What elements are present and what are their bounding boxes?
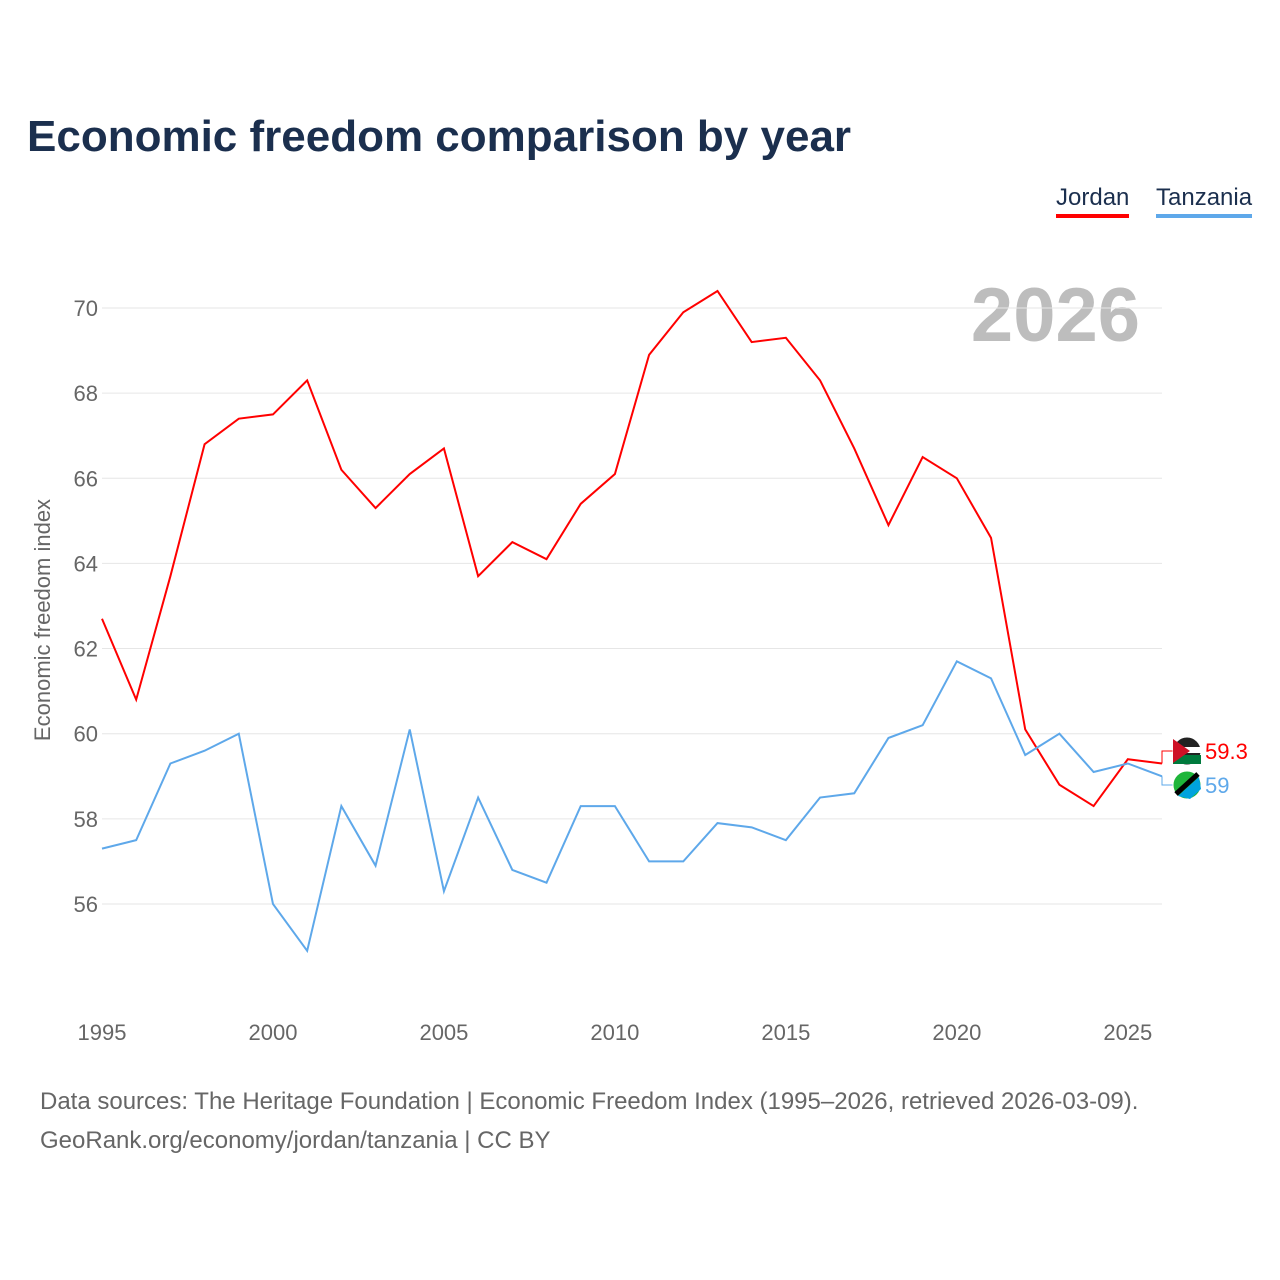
y-axis-label: Economic freedom index: [30, 499, 55, 741]
footer-sources: Data sources: The Heritage Foundation | …: [40, 1088, 1139, 1115]
flag-stripe: [1178, 777, 1201, 799]
series-line-jordan: [101, 289, 1163, 808]
x-tick-label: 2005: [419, 1020, 468, 1045]
y-tick-label: 64: [74, 551, 98, 576]
y-tick-label: 70: [74, 296, 98, 321]
x-tick-label: 2020: [932, 1020, 981, 1045]
legend-tanzania[interactable]: Tanzania: [1156, 184, 1253, 218]
y-tick-label: 66: [74, 466, 98, 491]
x-tick-label: 2000: [248, 1020, 297, 1045]
x-tick-label: 2025: [1103, 1020, 1152, 1045]
year-watermark: 2026: [971, 273, 1140, 358]
end-value-label: 59.3: [1205, 739, 1248, 764]
y-tick-label: 58: [74, 807, 98, 832]
flag-stripe: [1174, 772, 1200, 796]
x-tick-label: 2015: [761, 1020, 810, 1045]
footer-credit[interactable]: GeoRank.org/economy/jordan/tanzania | CC…: [40, 1127, 551, 1154]
x-tick-label: 2010: [590, 1020, 639, 1045]
end-value-label: 59: [1205, 773, 1229, 798]
y-tick-label: 60: [74, 722, 98, 747]
flag-stripe: [1173, 755, 1201, 764]
end-connector: [1161, 750, 1174, 764]
y-tick-label: 56: [74, 892, 98, 917]
series-line-tanzania: [101, 660, 1163, 954]
end-connector: [1161, 776, 1174, 786]
y-tick-label: 68: [74, 381, 98, 406]
x-tick-label: 1995: [78, 1020, 127, 1045]
chart-title: Economic freedom comparison by year: [27, 112, 852, 161]
y-tick-label: 62: [74, 637, 98, 662]
legend-jordan[interactable]: Jordan: [1056, 184, 1130, 218]
flag-triangle: [1173, 739, 1190, 763]
